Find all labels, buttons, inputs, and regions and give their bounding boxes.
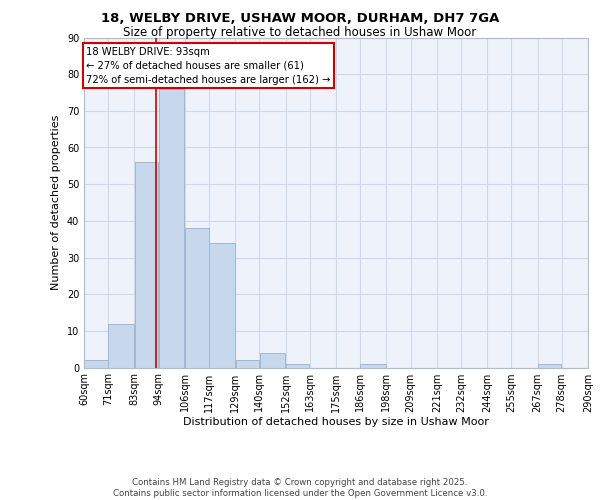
Bar <box>109 324 134 368</box>
X-axis label: Distribution of detached houses by size in Ushaw Moor: Distribution of detached houses by size … <box>183 418 489 428</box>
Bar <box>286 364 310 368</box>
Bar <box>236 360 259 368</box>
Bar <box>85 360 108 368</box>
Bar <box>135 162 158 368</box>
Bar <box>361 364 386 368</box>
Bar <box>185 228 209 368</box>
Text: 18, WELBY DRIVE, USHAW MOOR, DURHAM, DH7 7GA: 18, WELBY DRIVE, USHAW MOOR, DURHAM, DH7… <box>101 12 499 26</box>
Text: Contains HM Land Registry data © Crown copyright and database right 2025.
Contai: Contains HM Land Registry data © Crown c… <box>113 478 487 498</box>
Text: Size of property relative to detached houses in Ushaw Moor: Size of property relative to detached ho… <box>124 26 476 39</box>
Bar <box>538 364 562 368</box>
Text: 18 WELBY DRIVE: 93sqm
← 27% of detached houses are smaller (61)
72% of semi-deta: 18 WELBY DRIVE: 93sqm ← 27% of detached … <box>86 46 331 84</box>
Bar <box>159 89 184 367</box>
Y-axis label: Number of detached properties: Number of detached properties <box>51 115 61 290</box>
Bar <box>260 353 285 368</box>
Bar <box>209 243 235 368</box>
